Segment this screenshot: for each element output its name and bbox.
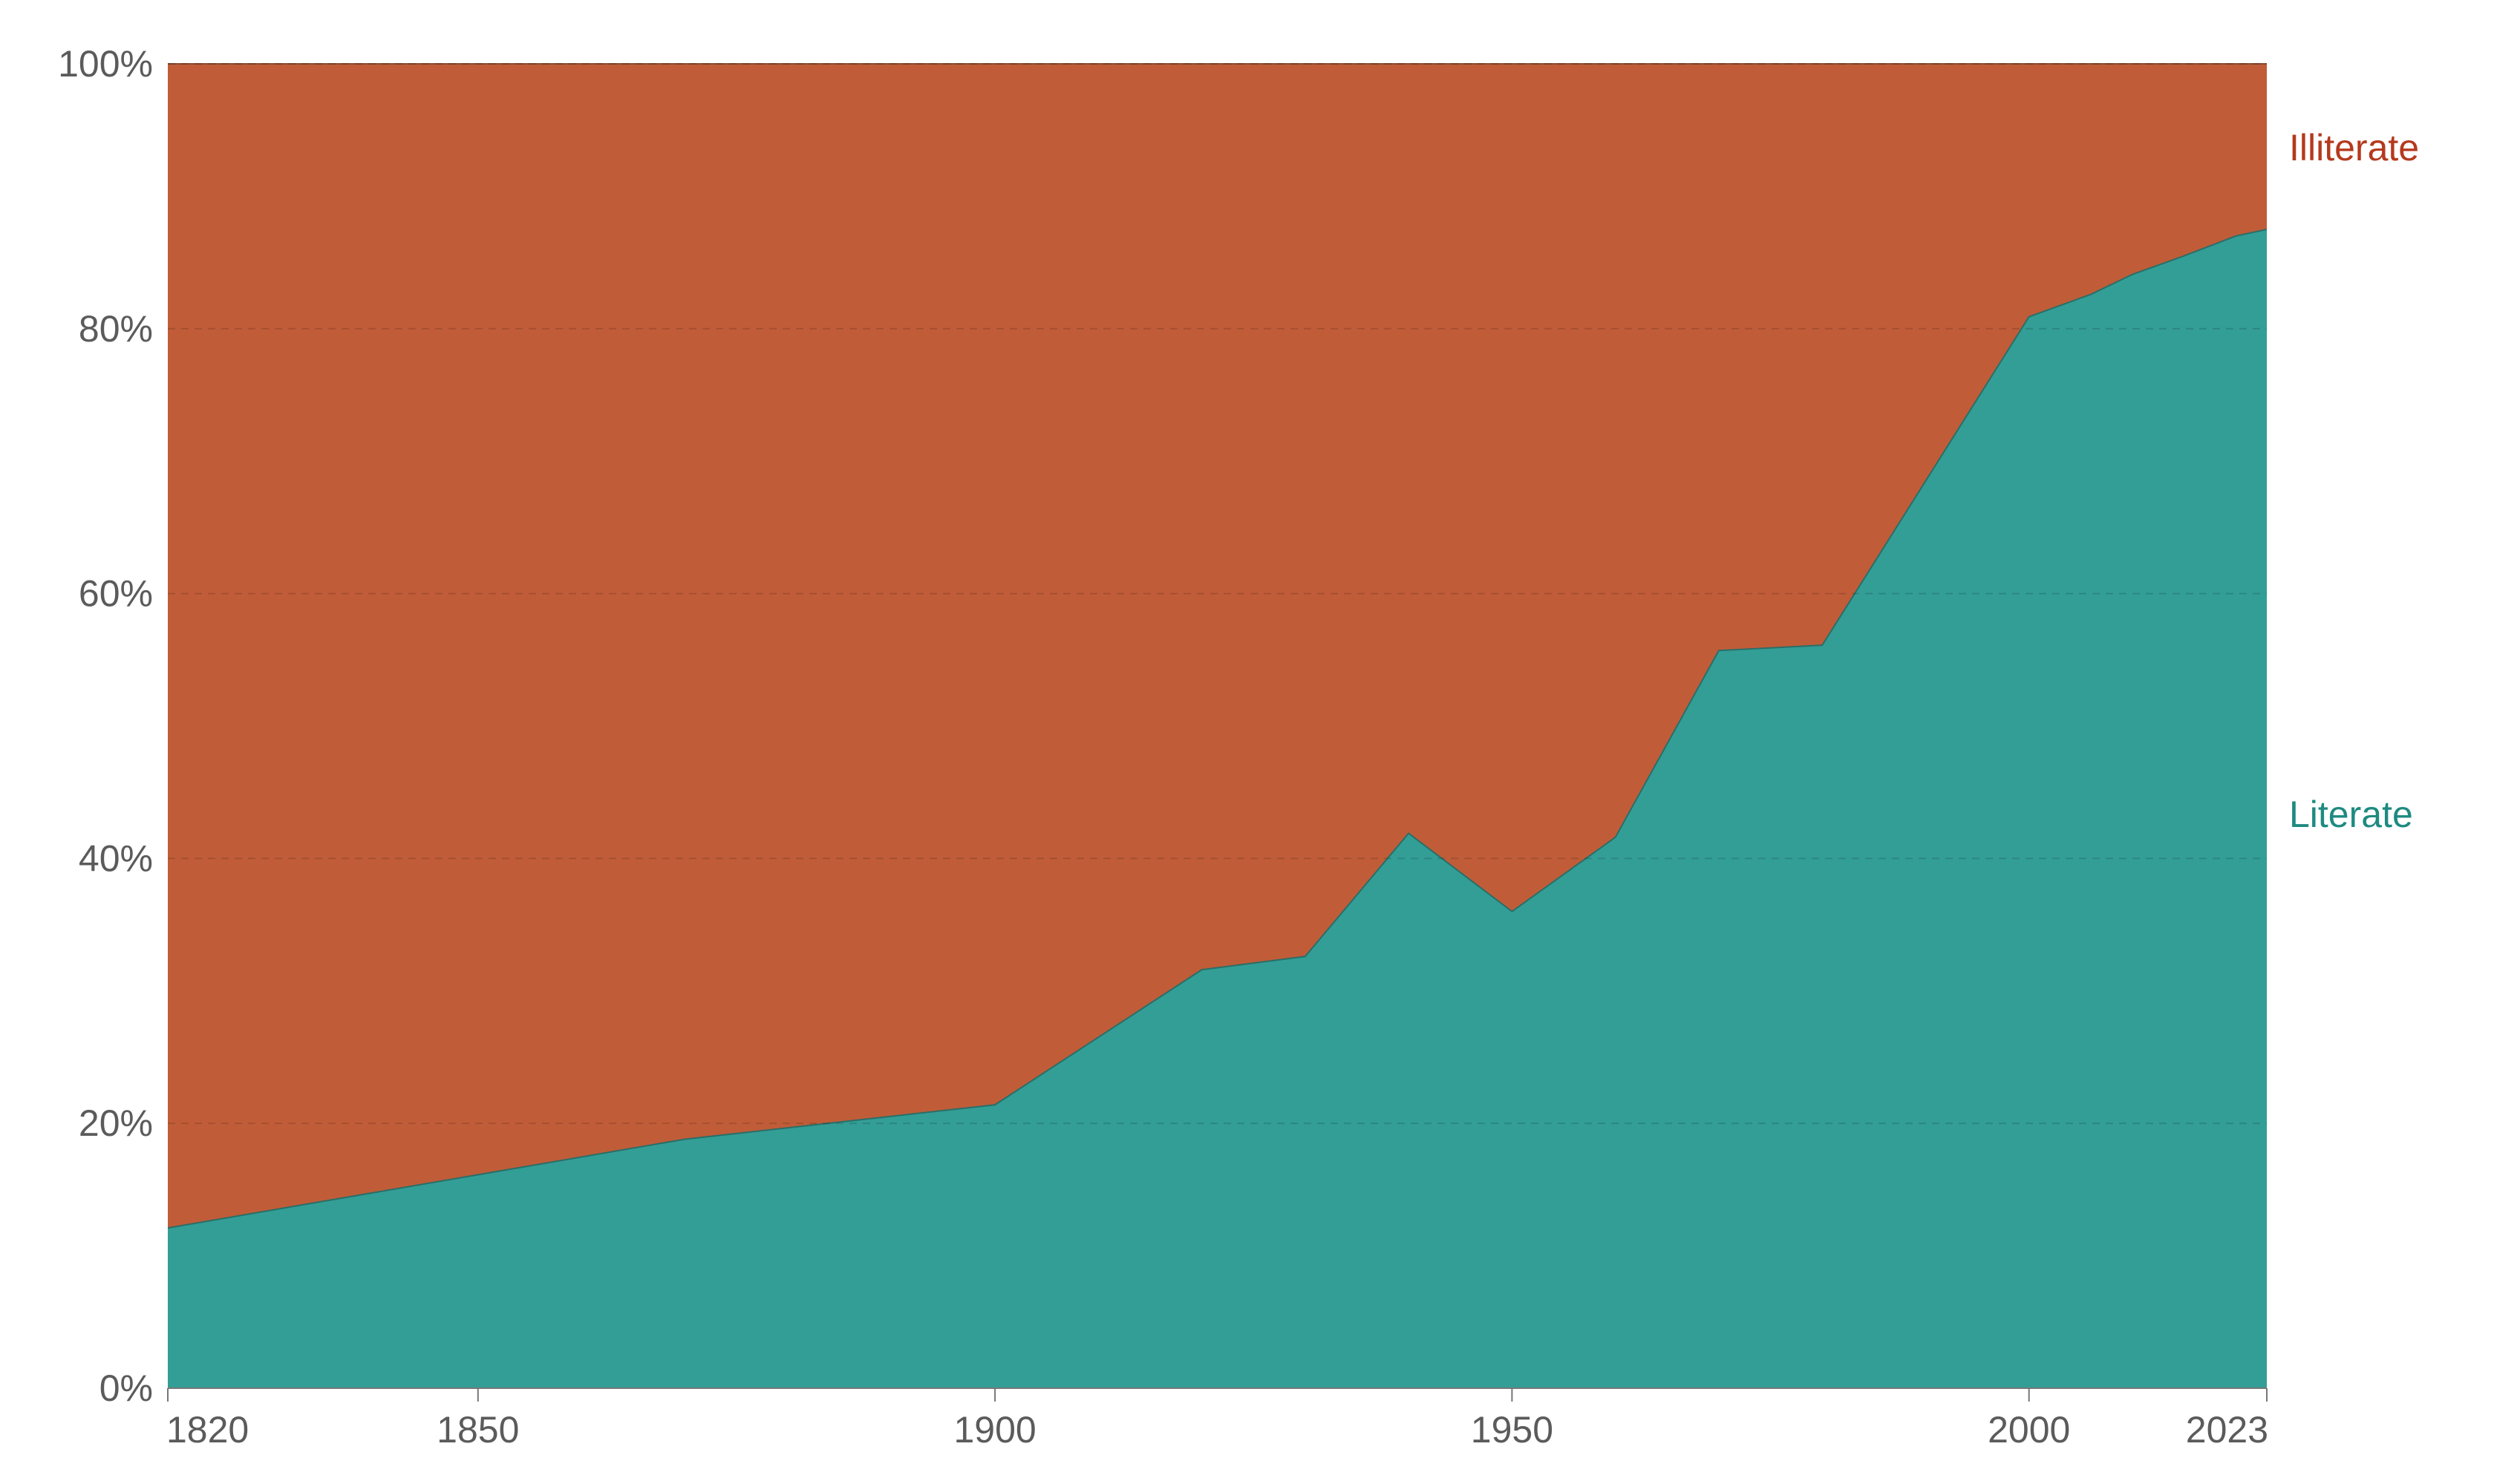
areas-layer: [167, 63, 2268, 1388]
axes: 0% 20% 40% 60% 80% 100% 1820 1850 1900 1950 2000 20…: [58, 43, 2268, 1451]
literate-boundary-line: [167, 229, 2268, 1229]
area-literate: [168, 229, 2267, 1388]
y-tick-label: 40%: [79, 837, 153, 879]
x-tick-label: 1820: [166, 1409, 249, 1451]
y-tick-label: 0%: [99, 1367, 153, 1409]
x-tick-label: 1850: [437, 1409, 519, 1451]
y-tick-label: 100%: [58, 43, 153, 85]
y-tick-label: 80%: [79, 308, 153, 350]
x-tick-label: 2023: [2186, 1409, 2268, 1451]
y-tick-label: 60%: [79, 573, 153, 615]
x-tick-label: 1900: [953, 1409, 1036, 1451]
y-tick-label: 20%: [79, 1102, 153, 1144]
series-label-illiterate: Illiterate: [2289, 127, 2419, 169]
x-tick-label: 1950: [1471, 1409, 1553, 1451]
series-label-literate: Literate: [2289, 794, 2413, 835]
x-tick-label: 2000: [1988, 1409, 2070, 1451]
gridlines: [168, 63, 2267, 1125]
series-labels: Illiterate Literate: [2289, 127, 2419, 835]
area-illiterate: [168, 64, 2267, 1229]
